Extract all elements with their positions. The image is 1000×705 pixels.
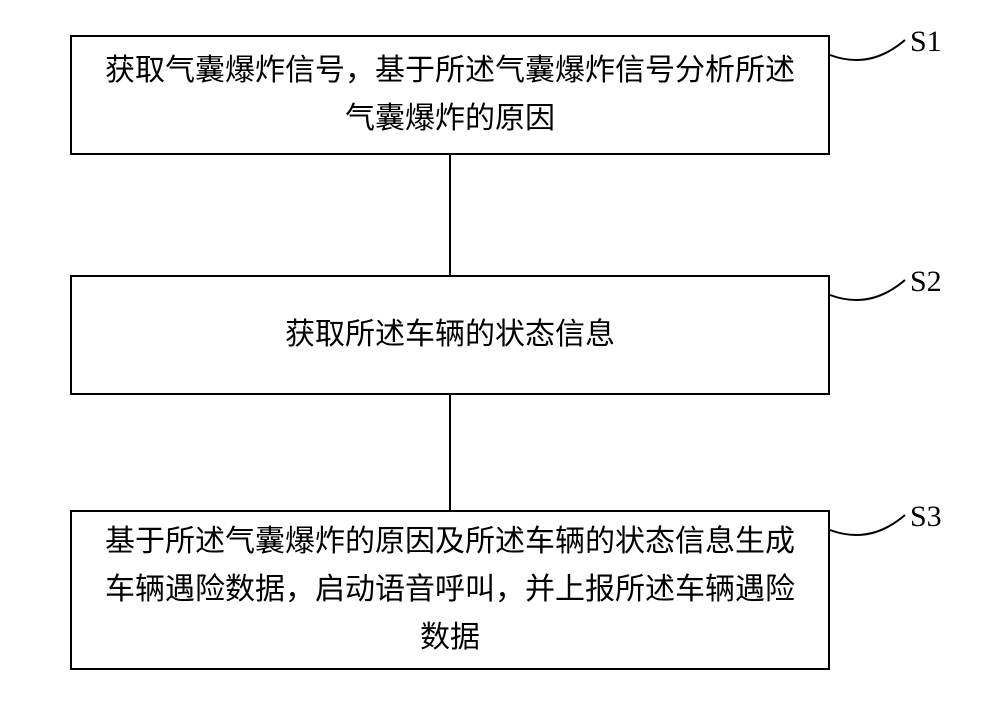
flowchart-box-s3: 基于所述气囊爆炸的原因及所述车辆的状态信息生成车辆遇险数据，启动语音呼叫，并上报…	[70, 510, 830, 670]
connector-s2-s3	[449, 395, 451, 510]
box-s2-text: 获取所述车辆的状态信息	[285, 311, 615, 359]
connector-s1-s2	[449, 155, 451, 275]
flowchart-box-s1: 获取气囊爆炸信号，基于所述气囊爆炸信号分析所述气囊爆炸的原因	[70, 35, 830, 155]
leader-s2	[830, 275, 910, 315]
leader-s1	[830, 35, 910, 75]
flowchart-box-s2: 获取所述车辆的状态信息	[70, 275, 830, 395]
box-s1-text: 获取气囊爆炸信号，基于所述气囊爆炸信号分析所述气囊爆炸的原因	[92, 47, 808, 143]
leader-s3	[830, 510, 910, 550]
label-s2: S2	[910, 265, 942, 299]
label-s1: S1	[910, 25, 942, 59]
label-s3: S3	[910, 500, 942, 534]
box-s3-text: 基于所述气囊爆炸的原因及所述车辆的状态信息生成车辆遇险数据，启动语音呼叫，并上报…	[92, 518, 808, 662]
flowchart-container: 获取气囊爆炸信号，基于所述气囊爆炸信号分析所述气囊爆炸的原因 获取所述车辆的状态…	[0, 0, 1000, 705]
